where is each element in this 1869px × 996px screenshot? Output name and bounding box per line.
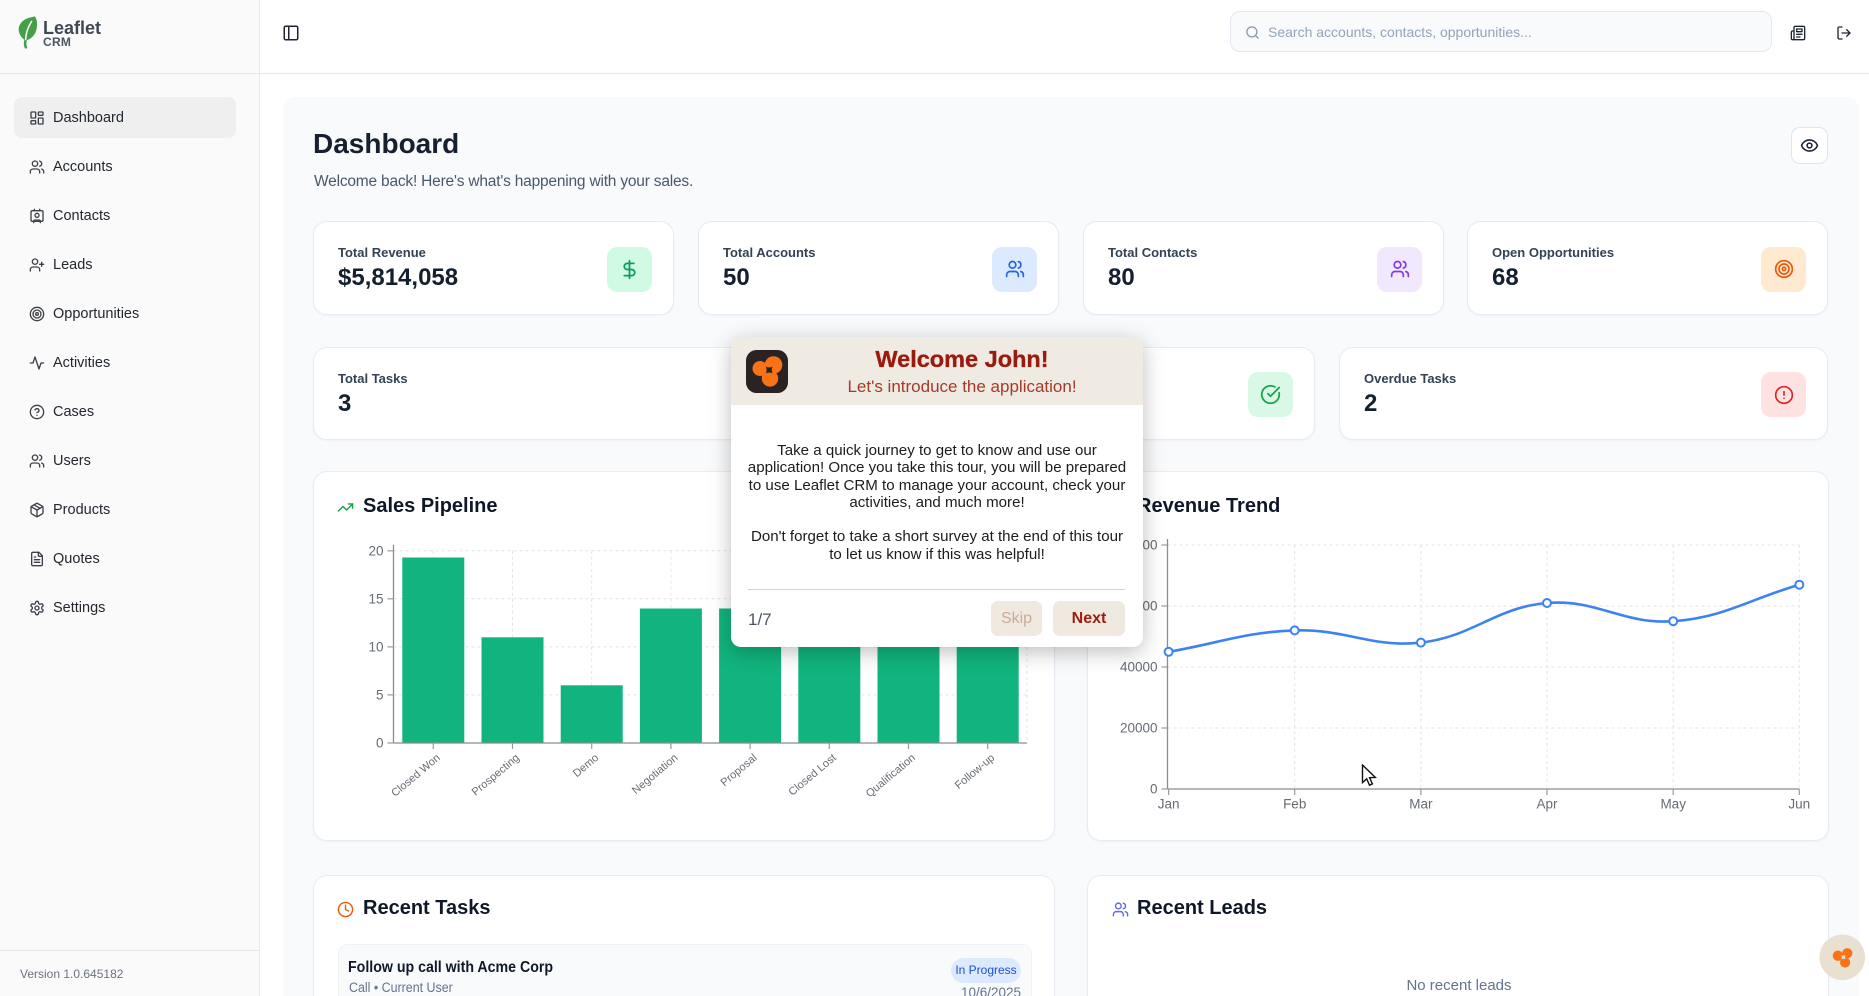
svg-text:Proposal: Proposal xyxy=(719,752,760,789)
svg-text:May: May xyxy=(1660,797,1686,812)
svg-text:20000: 20000 xyxy=(1120,721,1158,736)
svg-text:0: 0 xyxy=(376,736,384,751)
svg-text:Prospecting: Prospecting xyxy=(470,752,522,799)
svg-text:Follow-up: Follow-up xyxy=(953,752,997,792)
svg-text:5: 5 xyxy=(376,687,384,702)
svg-text:Apr: Apr xyxy=(1536,797,1558,812)
svg-text:Closed Won: Closed Won xyxy=(389,752,442,800)
svg-text:Qualification: Qualification xyxy=(864,752,918,800)
svg-text:Mar: Mar xyxy=(1409,797,1433,812)
svg-text:Feb: Feb xyxy=(1283,797,1306,812)
svg-text:Demo: Demo xyxy=(571,752,601,780)
svg-text:Jun: Jun xyxy=(1788,797,1810,812)
svg-text:Jan: Jan xyxy=(1158,797,1180,812)
svg-text:Negotiation: Negotiation xyxy=(630,752,680,797)
svg-text:15: 15 xyxy=(368,591,383,606)
svg-text:10: 10 xyxy=(368,639,383,654)
svg-text:0: 0 xyxy=(1150,782,1158,797)
svg-text:20: 20 xyxy=(368,543,383,558)
svg-text:Closed Lost: Closed Lost xyxy=(787,752,839,799)
svg-text:40000: 40000 xyxy=(1120,660,1158,675)
